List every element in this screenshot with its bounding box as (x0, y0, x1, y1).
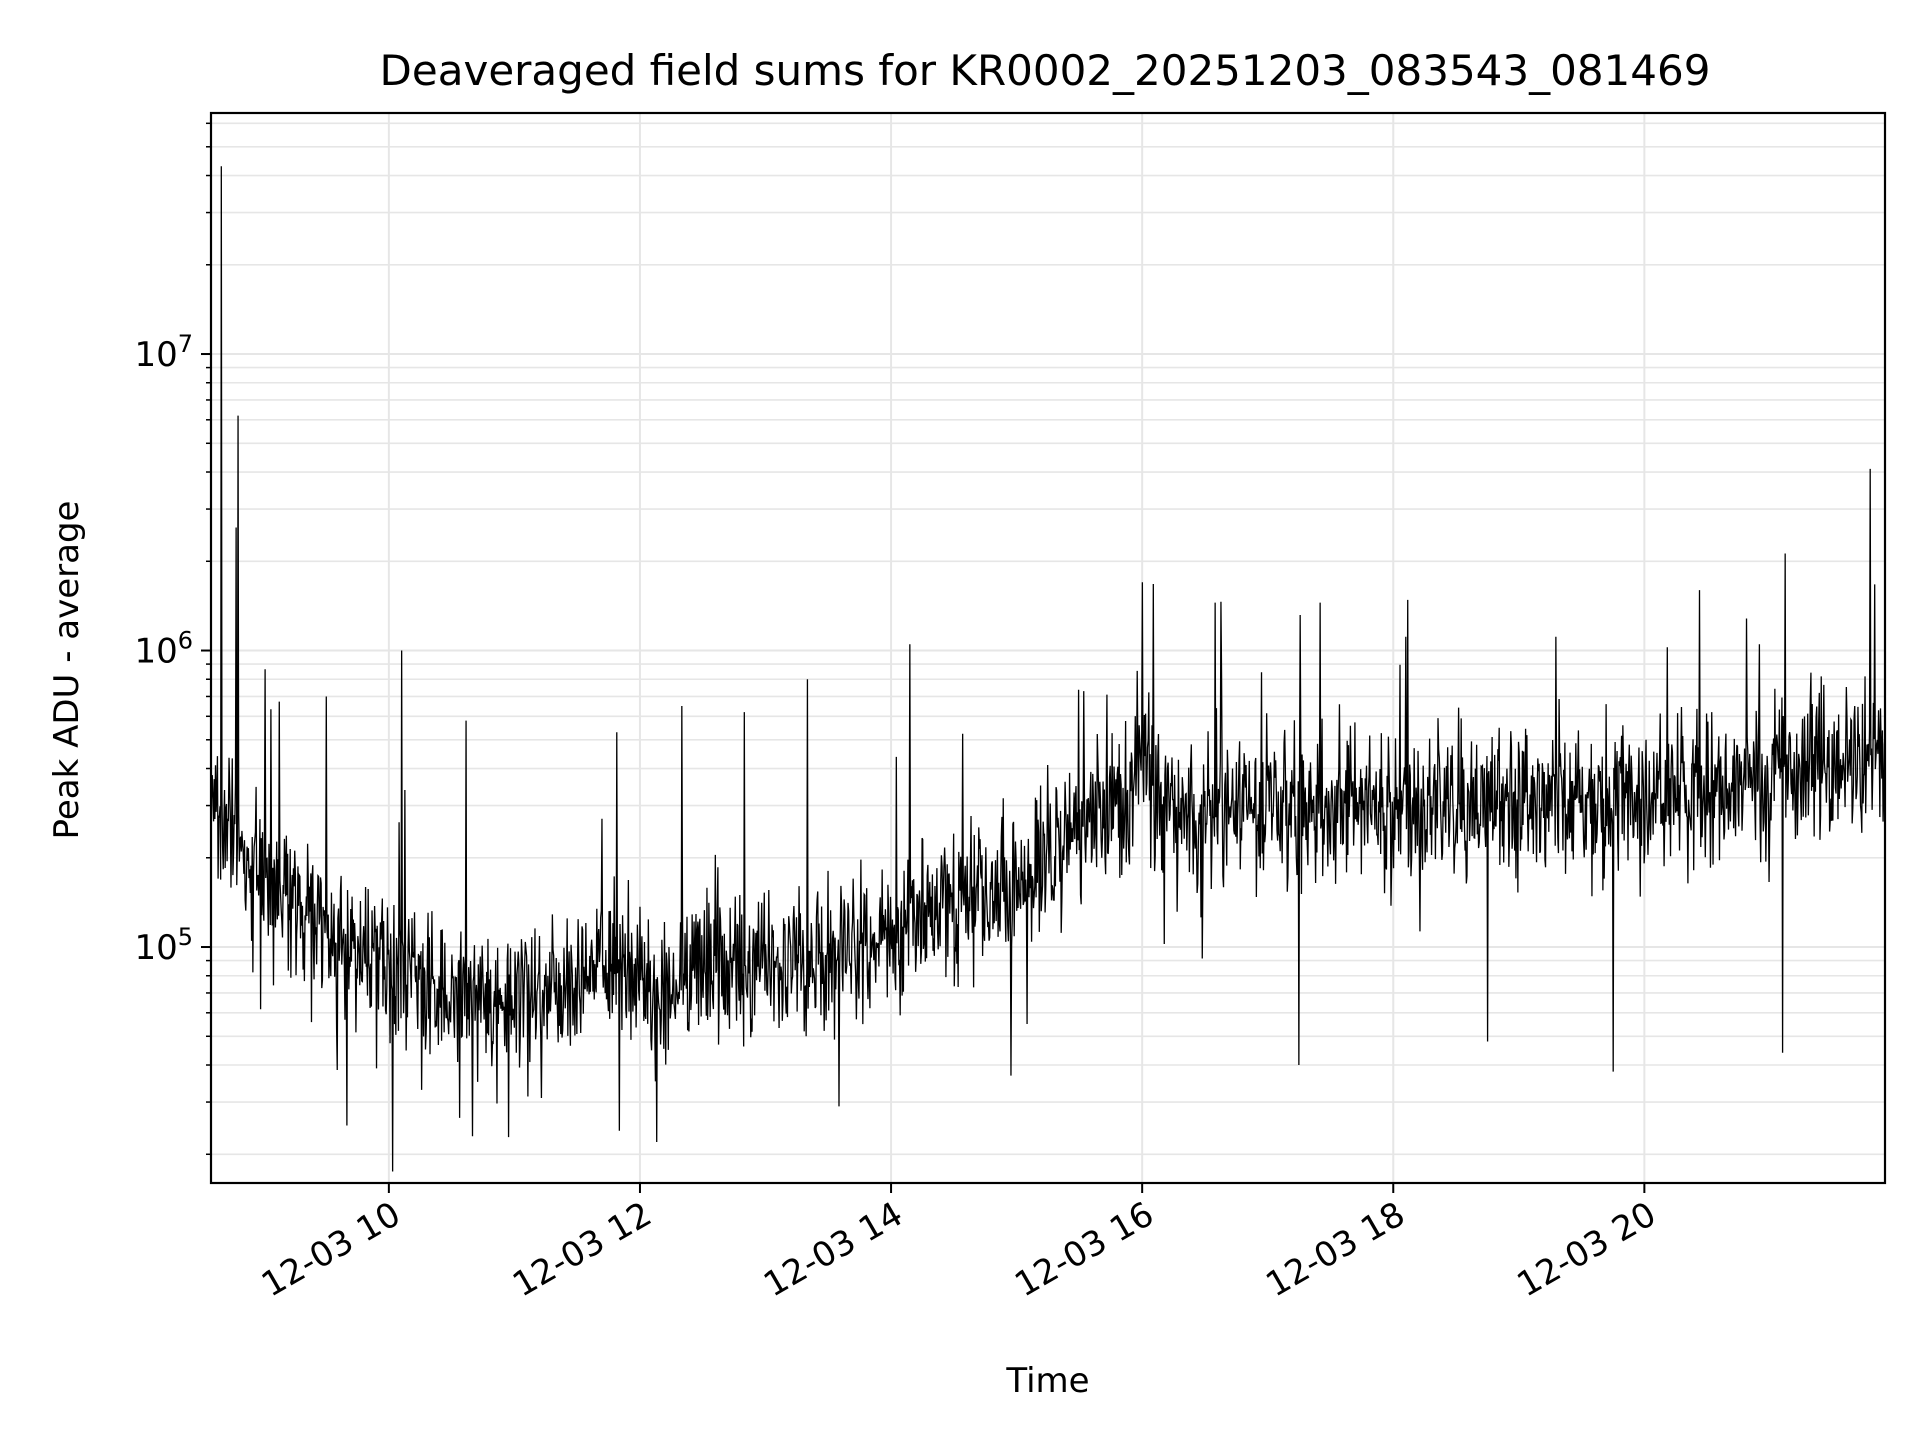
y-axis-label: Peak ADU - average (47, 501, 87, 840)
x-axis-label: Time (1005, 1361, 1089, 1401)
plot-frame (209, 111, 1887, 1185)
series-line (210, 166, 1886, 1172)
y-tick-label: 105 (134, 923, 193, 968)
y-tick-label: 107 (134, 330, 193, 375)
y-tick-label: 106 (134, 627, 193, 672)
plot-area (210, 166, 1886, 1172)
chart-title: Deaveraged field sums for KR0002_2025120… (380, 46, 1711, 95)
